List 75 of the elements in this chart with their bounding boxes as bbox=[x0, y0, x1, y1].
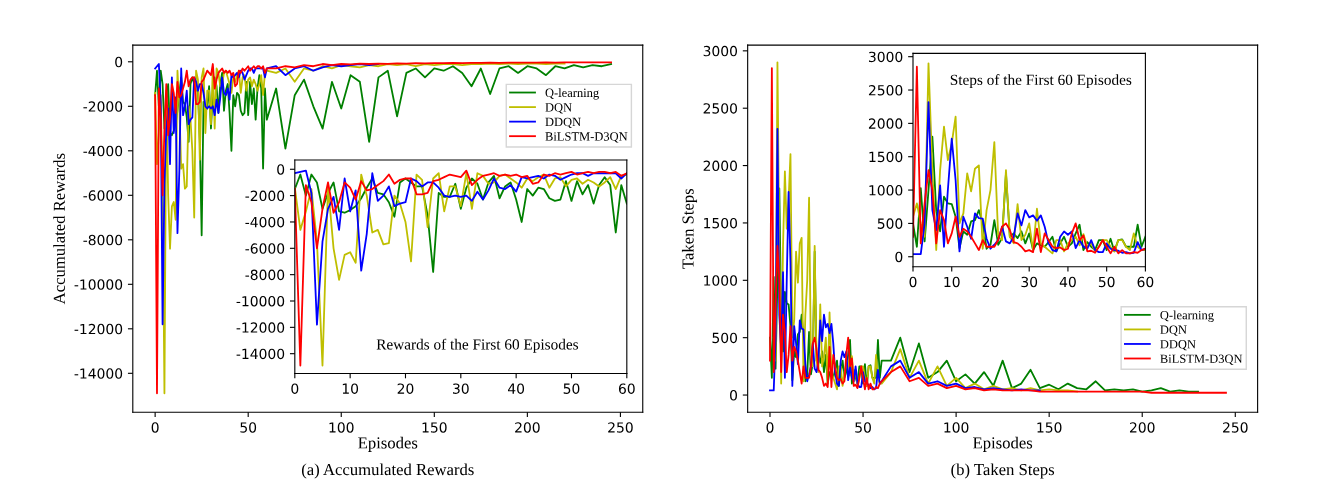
x-tick-label: 40 bbox=[1059, 276, 1076, 288]
y-tick-label: -14000 bbox=[74, 368, 123, 379]
y-tick-label: 2500 bbox=[868, 85, 903, 96]
x-axis-title: Episodes bbox=[973, 436, 1033, 452]
y-axis-title: Taken Steps bbox=[681, 188, 698, 269]
x-tick-label: 0 bbox=[151, 422, 159, 433]
x-tick-label: 10 bbox=[944, 276, 960, 288]
y-tick-label: 3000 bbox=[868, 51, 903, 63]
line-series bbox=[294, 173, 627, 273]
y-tick-label: -2000 bbox=[83, 101, 123, 112]
y-tick-label: 0 bbox=[277, 164, 285, 175]
x-tick-label: 60 bbox=[618, 383, 635, 394]
y-axis-title: Accumulated Rewards bbox=[53, 153, 65, 305]
x-axis-title: Episodes bbox=[358, 436, 418, 452]
x-tick-label: 0 bbox=[909, 276, 917, 288]
y-tick-label: 2000 bbox=[703, 160, 738, 172]
y-tick-label: -8000 bbox=[83, 234, 123, 246]
y-tick-label: 1000 bbox=[869, 185, 903, 196]
x-tick-label: 250 bbox=[608, 422, 633, 433]
x-tick-label: 150 bbox=[422, 422, 447, 433]
x-tick-label: 150 bbox=[1037, 422, 1062, 433]
x-tick-label: 30 bbox=[453, 383, 469, 394]
x-tick-label: 50 bbox=[855, 422, 871, 433]
y-tick-label: -6000 bbox=[245, 243, 285, 254]
legend-label: DDQN bbox=[1160, 340, 1196, 351]
x-tick-label: 20 bbox=[982, 276, 999, 288]
x-tick-label: 60 bbox=[1137, 276, 1154, 288]
legend-label: Q-learning bbox=[1160, 310, 1214, 322]
y-tick-label: -10000 bbox=[74, 279, 123, 290]
x-tick-label: 30 bbox=[1021, 276, 1038, 288]
y-tick-label: -12000 bbox=[236, 322, 285, 333]
line-series bbox=[769, 127, 1041, 392]
y-tick-label: -2000 bbox=[245, 190, 285, 202]
y-tick-label: 0 bbox=[895, 251, 903, 263]
text: Steps of the First 60 Episodes bbox=[950, 74, 1132, 89]
y-tick-label: 500 bbox=[712, 332, 738, 344]
x-tick-label: 50 bbox=[563, 383, 580, 394]
x-tick-label: 200 bbox=[515, 422, 540, 433]
text: Rewards of the First 60 Episodes bbox=[376, 338, 579, 353]
legend-label: Q-learning bbox=[545, 88, 599, 100]
x-tick-label: 0 bbox=[291, 383, 299, 394]
y-tick-label: 0 bbox=[730, 390, 738, 401]
x-tick-label: 200 bbox=[1129, 422, 1155, 433]
y-tick-label: 2000 bbox=[868, 118, 903, 129]
x-tick-label: 10 bbox=[342, 383, 359, 394]
x-tick-label: 40 bbox=[507, 383, 525, 394]
y-tick-label: -14000 bbox=[236, 348, 285, 360]
x-tick-label: 50 bbox=[240, 422, 257, 433]
x-tick-label: 250 bbox=[1223, 422, 1248, 433]
y-tick-label: -4000 bbox=[245, 216, 285, 228]
x-tick-label: 100 bbox=[944, 422, 969, 433]
y-tick-label: -10000 bbox=[236, 295, 285, 307]
y-tick-label: 1500 bbox=[869, 151, 903, 163]
y-tick-label: -8000 bbox=[245, 269, 285, 281]
y-tick-label: 0 bbox=[115, 56, 123, 68]
y-tick-label: 2500 bbox=[703, 103, 738, 114]
legend-label: DQN bbox=[1160, 325, 1187, 336]
y-tick-label: -6000 bbox=[83, 190, 123, 201]
legend-label: DQN bbox=[545, 103, 572, 114]
line-series bbox=[294, 169, 627, 326]
y-tick-label: 3000 bbox=[703, 45, 738, 57]
y-tick-label: 500 bbox=[877, 218, 903, 229]
x-tick-label: 20 bbox=[397, 383, 414, 394]
y-tick-label: 1500 bbox=[704, 217, 738, 229]
y-tick-label: -4000 bbox=[83, 145, 123, 157]
text: (a) Accumulated Rewards bbox=[301, 463, 474, 479]
legend-label: BiLSTM-D3QN bbox=[1160, 354, 1243, 365]
x-tick-label: 100 bbox=[329, 422, 354, 433]
y-tick-label: -12000 bbox=[74, 323, 123, 335]
x-tick-label: 50 bbox=[1098, 276, 1115, 288]
x-tick-label: 0 bbox=[766, 422, 774, 433]
legend-label: BiLSTM-D3QN bbox=[545, 132, 628, 143]
text: (b) Taken Steps bbox=[951, 463, 1055, 479]
legend-label: DDQN bbox=[545, 117, 581, 129]
y-tick-label: 1000 bbox=[704, 275, 738, 286]
